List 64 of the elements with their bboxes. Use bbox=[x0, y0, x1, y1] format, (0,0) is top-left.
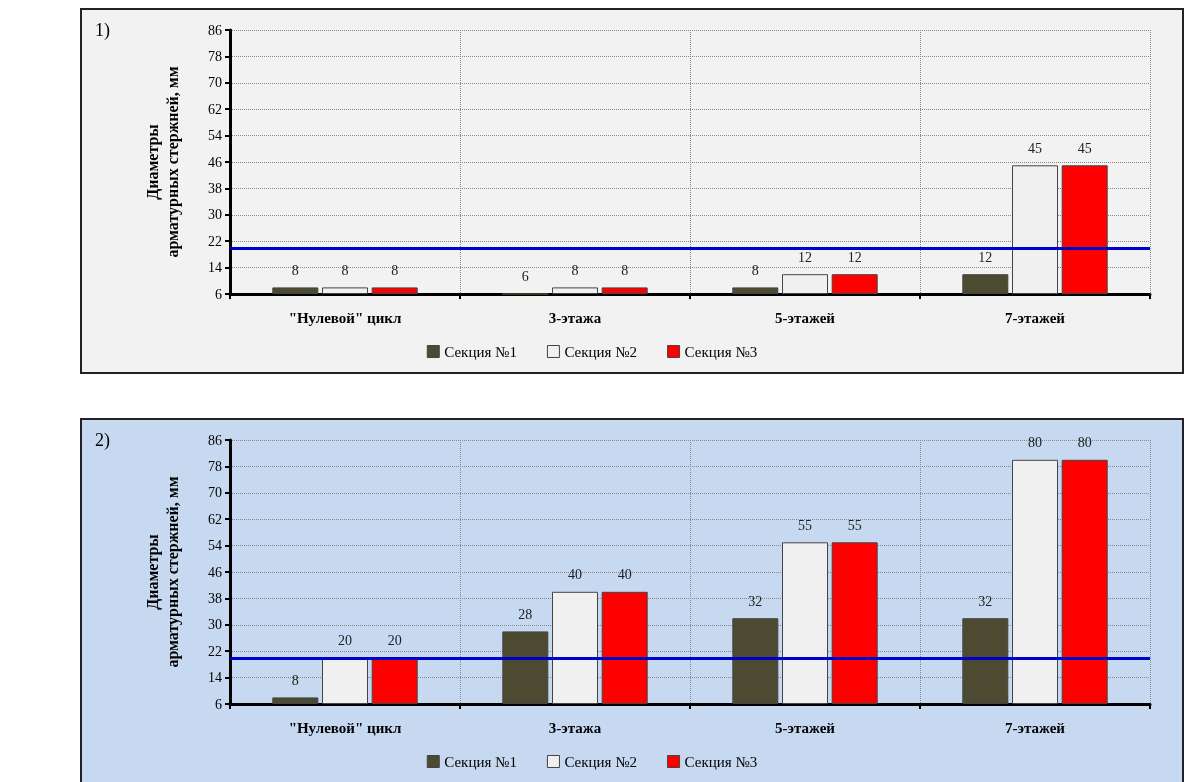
data-label: 20 bbox=[338, 633, 352, 649]
data-label: 12 bbox=[798, 249, 812, 265]
data-label: 45 bbox=[1077, 140, 1092, 156]
legend-label: Секция №2 bbox=[564, 343, 638, 360]
y-tick-label: 30 bbox=[208, 207, 222, 223]
data-label: 6 bbox=[521, 269, 529, 284]
legend-label: Секция №1 bbox=[444, 753, 517, 770]
data-label: 8 bbox=[751, 262, 759, 278]
y-tick-label: 38 bbox=[208, 180, 222, 196]
data-label: 40 bbox=[568, 567, 582, 583]
y-axis-title: Диаметры арматурных стержней, мм bbox=[143, 66, 182, 258]
data-label: 12 bbox=[978, 249, 993, 265]
data-label: 32 bbox=[748, 593, 763, 609]
x-tick-label: 3-этажа bbox=[548, 719, 602, 736]
x-tick-label: 7-этажей bbox=[1004, 309, 1066, 326]
x-tick-label: 5-этажей bbox=[774, 309, 836, 326]
y-tick-label: 30 bbox=[208, 617, 222, 633]
legend-label: Секция №3 bbox=[684, 343, 758, 360]
y-tick-label: 62 bbox=[208, 101, 222, 117]
data-label: 80 bbox=[1077, 435, 1092, 451]
y-tick-label: 86 bbox=[208, 22, 222, 38]
y-tick-label: 70 bbox=[208, 485, 222, 501]
data-label: 8 bbox=[621, 262, 629, 278]
data-label: 8 bbox=[291, 672, 299, 688]
chart-title: 1) bbox=[95, 20, 110, 41]
y-tick-label: 54 bbox=[208, 538, 222, 554]
data-label: 8 bbox=[571, 262, 579, 278]
data-label: 8 bbox=[341, 262, 349, 278]
y-tick-label: 46 bbox=[208, 154, 222, 170]
data-label: 28 bbox=[518, 606, 533, 622]
legend-label: Секция №1 bbox=[444, 343, 517, 360]
y-tick-label: 14 bbox=[208, 260, 222, 276]
x-tick-label: "Нулевой" цикл bbox=[288, 309, 402, 326]
y-tick-label: 78 bbox=[208, 48, 222, 64]
y-tick-label: 22 bbox=[208, 643, 222, 659]
data-label: 55 bbox=[847, 517, 862, 533]
x-tick-label: "Нулевой" цикл bbox=[288, 719, 402, 736]
data-label: 45 bbox=[1028, 140, 1042, 156]
legend-label: Секция №3 bbox=[684, 753, 758, 770]
legend-label: Секция №2 bbox=[564, 753, 638, 770]
y-axis-title: Диаметры арматурных стержней, мм bbox=[143, 476, 182, 668]
y-tick-label: 86 bbox=[208, 432, 222, 448]
y-tick-label: 46 bbox=[208, 564, 222, 580]
data-label: 55 bbox=[798, 517, 812, 533]
y-tick-label: 78 bbox=[208, 458, 222, 474]
x-tick-label: 3-этажа bbox=[548, 309, 602, 326]
data-label: 80 bbox=[1028, 435, 1042, 451]
data-label: 8 bbox=[291, 262, 299, 278]
y-tick-label: 70 bbox=[208, 75, 222, 91]
data-label: 12 bbox=[847, 249, 862, 265]
data-label: 20 bbox=[387, 633, 402, 649]
x-tick-label: 7-этажей bbox=[1004, 719, 1066, 736]
data-label: 8 bbox=[391, 262, 399, 278]
data-label: 32 bbox=[978, 593, 993, 609]
y-tick-label: 22 bbox=[208, 233, 222, 249]
data-label: 40 bbox=[617, 567, 632, 583]
y-tick-label: 6 bbox=[215, 696, 222, 712]
y-tick-label: 62 bbox=[208, 511, 222, 527]
x-tick-label: 5-этажей bbox=[774, 719, 836, 736]
y-tick-label: 6 bbox=[215, 286, 222, 302]
y-tick-label: 38 bbox=[208, 590, 222, 606]
chart-title: 2) bbox=[95, 430, 110, 451]
y-tick-label: 54 bbox=[208, 128, 222, 144]
y-tick-label: 14 bbox=[208, 670, 222, 686]
